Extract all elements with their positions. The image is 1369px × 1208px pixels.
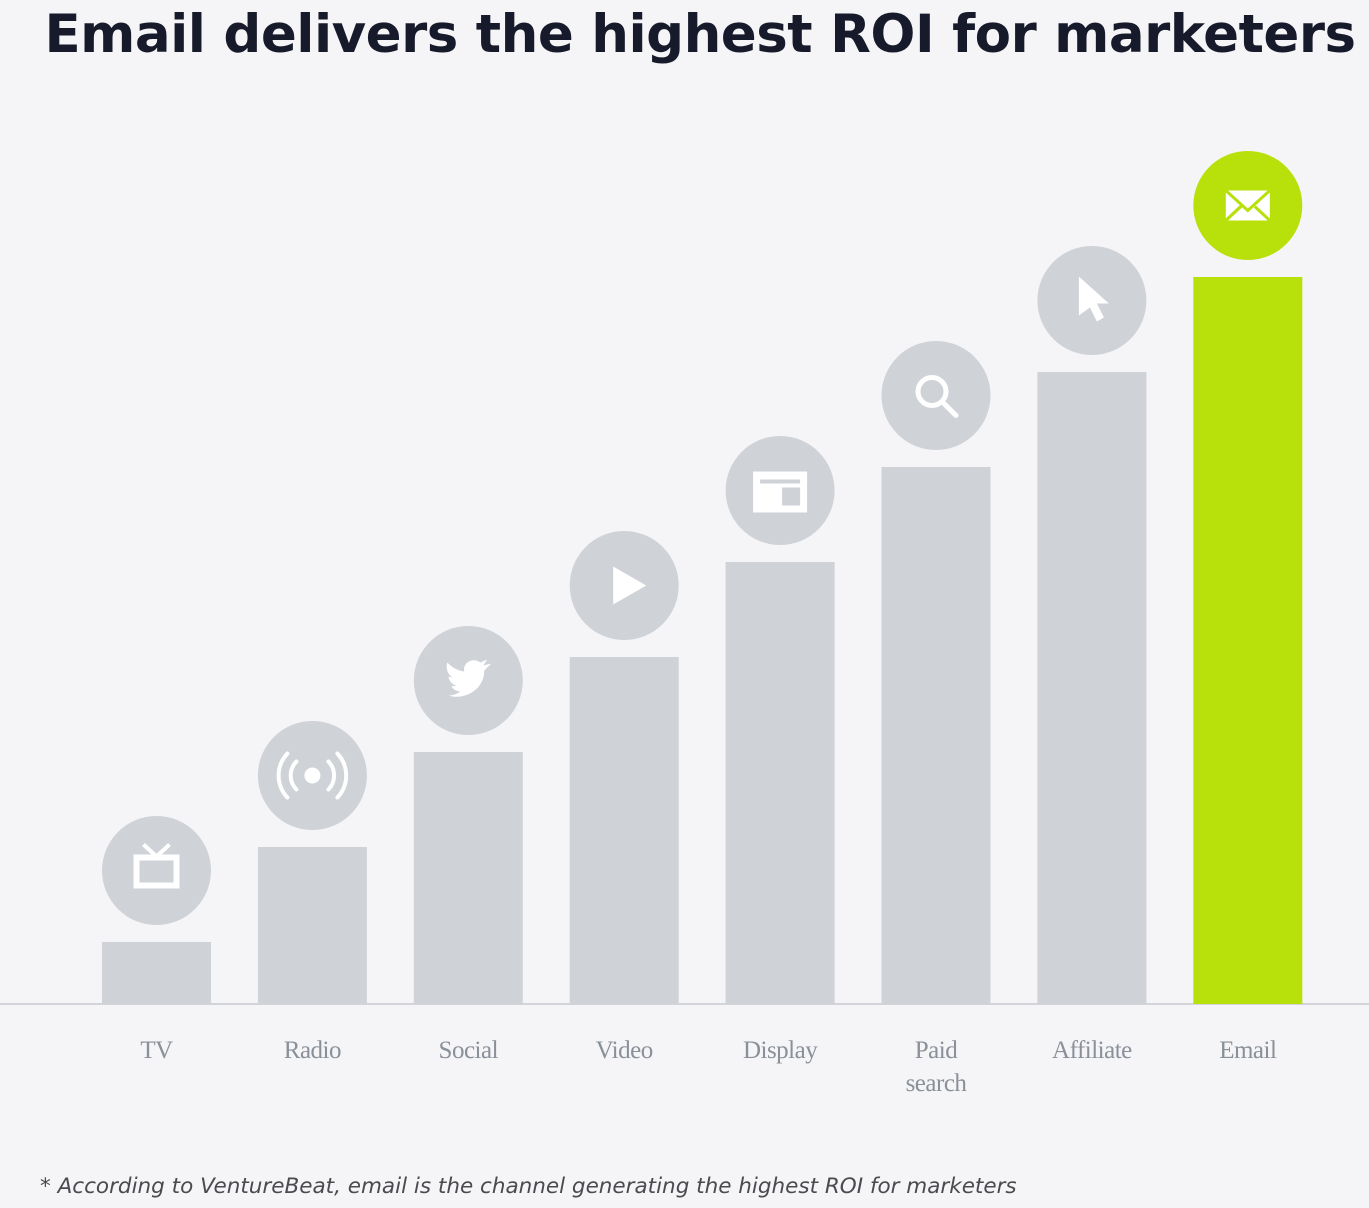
icon-badge-email	[1193, 151, 1303, 260]
footnote: * According to VentureBeat, email is the…	[40, 1174, 1017, 1199]
category-label-line: Social	[438, 1037, 499, 1064]
icon-badge-radio	[257, 721, 367, 830]
category-label-email: Email	[1168, 1034, 1328, 1067]
cursor-pointer-icon	[1078, 276, 1109, 322]
category-label-affiliate: Affiliate	[1012, 1034, 1172, 1067]
search-icon	[915, 375, 959, 418]
category-label-line: Paid	[914, 1037, 958, 1064]
icon-badge-tv	[102, 816, 211, 925]
category-label-line: Email	[1219, 1037, 1277, 1064]
envelope-icon	[1224, 189, 1271, 222]
category-label-line: Radio	[283, 1037, 342, 1064]
icon-badge-paid-search	[881, 341, 991, 450]
category-label-line: Display	[742, 1037, 818, 1064]
bar-display	[725, 562, 835, 1004]
bar-social	[413, 752, 523, 1004]
bar-tv	[102, 942, 211, 1004]
category-label-line: Affiliate	[1052, 1037, 1132, 1064]
bar-video	[569, 657, 679, 1004]
icon-badge-video	[569, 531, 679, 640]
category-label-video: Video	[544, 1034, 704, 1067]
play-icon	[613, 566, 647, 605]
icon-badge-affiliate	[1037, 246, 1147, 355]
chart-title: Email delivers the highest ROI for marke…	[44, 4, 1356, 65]
icon-badge-display	[725, 436, 835, 545]
tv-icon	[133, 843, 180, 889]
category-label-line: Video	[595, 1037, 654, 1064]
bar-email	[1193, 277, 1303, 1004]
twitter-bird-icon	[446, 659, 492, 697]
category-label-social: Social	[388, 1034, 548, 1067]
icon-badge-social	[413, 626, 523, 735]
bar-radio	[257, 847, 367, 1004]
category-label-line: TV	[140, 1037, 173, 1064]
category-label-display: Display	[700, 1034, 860, 1067]
category-label-tv: TV	[77, 1034, 237, 1067]
bar-paid-search	[881, 467, 991, 1004]
category-label-line: search	[905, 1070, 967, 1097]
bar-affiliate	[1037, 372, 1147, 1004]
category-label-paid-search: Paid search	[856, 1034, 1016, 1100]
display-window-icon	[753, 471, 808, 513]
category-label-radio: Radio	[232, 1034, 392, 1067]
radio-broadcast-icon	[276, 751, 349, 800]
